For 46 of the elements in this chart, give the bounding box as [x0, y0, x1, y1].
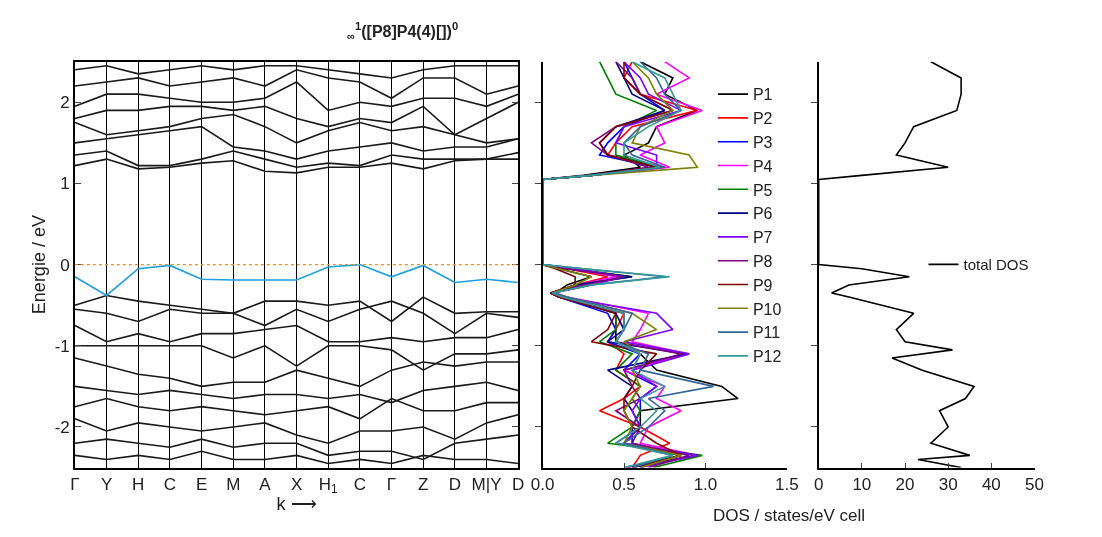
- y-tick-label: 0: [60, 255, 70, 275]
- legend-label: P7: [752, 229, 773, 247]
- x-tick-label: H$_{1}$: [318, 474, 339, 497]
- x-tick-label: M|Y: [471, 474, 502, 494]
- x-axis-title: DOS / states/eV cell: [713, 506, 866, 525]
- y-tick-label: 1: [60, 174, 70, 194]
- legend-label: P6: [752, 205, 773, 223]
- x-tick-label: D: [448, 474, 462, 494]
- x-tick-label: Y: [100, 474, 113, 494]
- x-tick-label: X: [290, 474, 303, 494]
- x-tick-label: C: [163, 474, 177, 494]
- x-axis-title: k ⟶: [276, 493, 317, 514]
- legend-label: P1: [752, 86, 773, 104]
- x-tick-label: 40: [981, 474, 1001, 494]
- x-tick-label: Γ: [386, 474, 397, 494]
- y-tick-label: -1: [54, 336, 70, 356]
- x-tick-label: 0.5: [612, 474, 636, 494]
- x-tick-label: 0: [813, 474, 824, 494]
- x-tick-label: 20: [895, 474, 915, 494]
- y-tick-label: 2: [60, 93, 70, 113]
- x-tick-label: 30: [938, 474, 958, 494]
- x-tick-label: 1.5: [775, 474, 799, 494]
- legend-label: P10: [752, 300, 782, 318]
- x-tick-label: A: [259, 474, 272, 494]
- legend-label: P9: [752, 276, 773, 294]
- legend-label: P3: [752, 133, 773, 151]
- y-tick-label: -2: [54, 417, 70, 437]
- x-tick-label: M: [226, 474, 241, 494]
- x-tick-label: H: [132, 474, 145, 494]
- y-axis-title: Energie / eV: [29, 215, 50, 315]
- x-tick-label: Z: [418, 474, 429, 494]
- legend-label: P2: [752, 110, 773, 128]
- x-tick-label: E: [195, 474, 208, 494]
- x-tick-label: C: [353, 474, 367, 494]
- x-tick-label: 0.0: [530, 474, 555, 494]
- legend-label: P11: [752, 324, 781, 342]
- legend-label: total DOS: [963, 256, 1029, 274]
- legend-label: P12: [752, 348, 782, 366]
- x-tick-label: 50: [1025, 474, 1044, 494]
- legend-label: P4: [752, 157, 773, 175]
- legend-label: P5: [752, 181, 773, 199]
- legend-label: P8: [752, 252, 773, 270]
- x-tick-label: 10: [852, 474, 872, 494]
- x-tick-label: 1.0: [693, 474, 718, 494]
- x-tick-label: Γ: [70, 474, 80, 494]
- x-tick-label: D: [512, 474, 525, 494]
